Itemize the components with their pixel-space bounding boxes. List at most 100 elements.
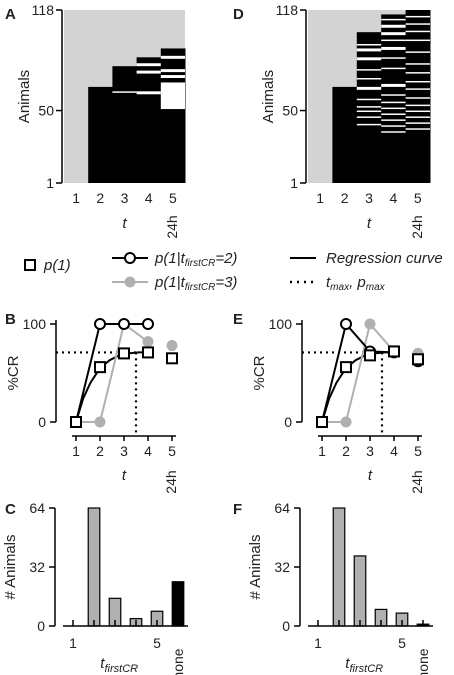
heatmap-gap-row xyxy=(381,83,406,87)
legend-p1-label: p(1) xyxy=(43,257,71,274)
heatmap-gap-row xyxy=(381,46,406,50)
x-tick-label: 5 xyxy=(169,190,177,206)
x-tick-label: 1 xyxy=(72,443,80,459)
y-tick-label: 0 xyxy=(37,618,45,634)
series-p1-point xyxy=(70,416,82,428)
series-p1-point xyxy=(364,349,376,362)
series-p1-point xyxy=(166,352,178,365)
x-axis-label: t xyxy=(368,467,373,484)
heatmap-gap-row xyxy=(405,88,430,90)
heatmap-gap-row xyxy=(136,70,161,74)
heatmap-gap-row xyxy=(405,63,430,65)
series-cond2-line xyxy=(75,323,148,423)
heatmap-gap-row xyxy=(381,57,406,59)
series-cond2-point xyxy=(142,318,154,330)
heatmap-gap-row xyxy=(381,119,406,121)
x-axis-label: tfirstCR xyxy=(100,655,138,675)
series-p1-point xyxy=(316,416,328,428)
heatmap-gap-row xyxy=(356,48,382,52)
heatmap-gap-row xyxy=(381,131,406,133)
legend-tmax-label: tmax, pmax xyxy=(326,274,386,293)
heatmap-gap-row xyxy=(356,69,382,71)
x-tick-label: 4 xyxy=(145,190,153,206)
y-tick-label: 0 xyxy=(282,618,290,634)
heatmap-gap-row xyxy=(356,86,382,90)
heatmap-gap-row xyxy=(405,51,430,53)
heatmap-gap-row xyxy=(381,39,406,42)
series-cond3-line xyxy=(76,322,149,423)
bar xyxy=(332,507,346,627)
panel-letter-a: A xyxy=(5,6,16,23)
heatmap-gap-row xyxy=(160,69,185,73)
heatmap-cr-block xyxy=(405,10,431,183)
x-tick-label: 4 xyxy=(390,443,398,459)
x-tick-label-24h: 24h xyxy=(409,470,425,493)
series-cond3-point xyxy=(340,416,352,428)
x-tick-label: none xyxy=(415,648,431,675)
x-tick-label-24h: 24h xyxy=(164,215,180,238)
legend-regression-label: Regression curve xyxy=(326,250,443,267)
heatmap-gap-row xyxy=(405,30,430,33)
y-tick-label: 50 xyxy=(282,103,298,119)
series-p1-point xyxy=(340,361,352,374)
x-tick-label: 2 xyxy=(96,443,104,459)
line-chart-panel-e: 0 100 %CR 1 2 3 4 5 24h t xyxy=(251,316,425,494)
heatmap-gap-row xyxy=(405,15,430,18)
y-tick-label: 118 xyxy=(276,2,299,18)
heatmap-gap-row xyxy=(356,57,382,61)
heatmap-panel-d: 1 50 118 Animals 1 2 3 4 5 24h t xyxy=(260,2,431,239)
heatmap-gap-row xyxy=(405,23,430,25)
series-cond2-line xyxy=(321,321,395,423)
x-tick-label: 5 xyxy=(168,443,176,459)
panel-letter-b: B xyxy=(5,311,16,328)
bar-chart-panel-f: 0 32 64 # Animals 1 5 none tfirstCR xyxy=(247,500,433,675)
x-tick-label: 1 xyxy=(314,635,322,651)
heatmap-gap-row xyxy=(136,63,161,67)
heatmap-gap-row xyxy=(356,106,382,108)
y-axis-label: %CR xyxy=(251,355,268,390)
heatmap-gap-row xyxy=(405,128,430,130)
x-tick-label: 2 xyxy=(341,190,349,206)
series-p1-point xyxy=(142,346,154,359)
series-cond3-point xyxy=(94,416,106,428)
heatmap-gap-row xyxy=(381,18,406,21)
x-axis-label: t xyxy=(122,215,127,232)
heatmap-gap-row xyxy=(405,116,430,118)
x-tick-label: 1 xyxy=(316,190,324,206)
legend-cond3-marker xyxy=(124,276,136,288)
heatmap-cr-block xyxy=(381,14,407,183)
y-axis-label: # Animals xyxy=(2,534,19,599)
panel-letter-e: E xyxy=(233,311,243,328)
heatmap-cr-block xyxy=(160,48,186,183)
series-p1-point xyxy=(118,347,130,360)
x-tick-label: 3 xyxy=(365,190,373,206)
heatmap-gap-row xyxy=(405,39,430,42)
bar xyxy=(87,507,101,627)
x-tick-label: 1 xyxy=(318,443,326,459)
y-axis-label: # Animals xyxy=(247,534,264,599)
heatmap-gap-row xyxy=(405,104,430,107)
y-tick-label: 118 xyxy=(32,2,55,18)
x-tick-label: 5 xyxy=(414,443,422,459)
regression-curve xyxy=(75,351,148,423)
x-tick-label: none xyxy=(170,648,186,675)
heatmap-gap-row xyxy=(381,32,406,36)
series-cond3-point xyxy=(364,318,376,330)
series-cond3-line xyxy=(322,321,395,423)
x-tick-label: 5 xyxy=(398,635,406,651)
heatmap-gap-row xyxy=(381,67,406,70)
heatmap-gap-row xyxy=(136,91,161,95)
x-tick-label: 3 xyxy=(121,190,129,206)
heatmap-gap-row xyxy=(356,123,382,126)
heatmap-gap-row xyxy=(405,97,430,99)
x-axis-label: tfirstCR xyxy=(345,655,383,675)
series-cond2-point xyxy=(340,318,352,330)
legend-cond2-label: p(1|tfirstCR=2) xyxy=(154,250,237,269)
x-tick-label-24h: 24h xyxy=(163,470,179,493)
x-tick-label-24h: 24h xyxy=(409,215,425,238)
heatmap-gap-row xyxy=(381,113,406,115)
heatmap-gap-row xyxy=(160,82,185,110)
y-tick-label: 50 xyxy=(38,103,54,119)
